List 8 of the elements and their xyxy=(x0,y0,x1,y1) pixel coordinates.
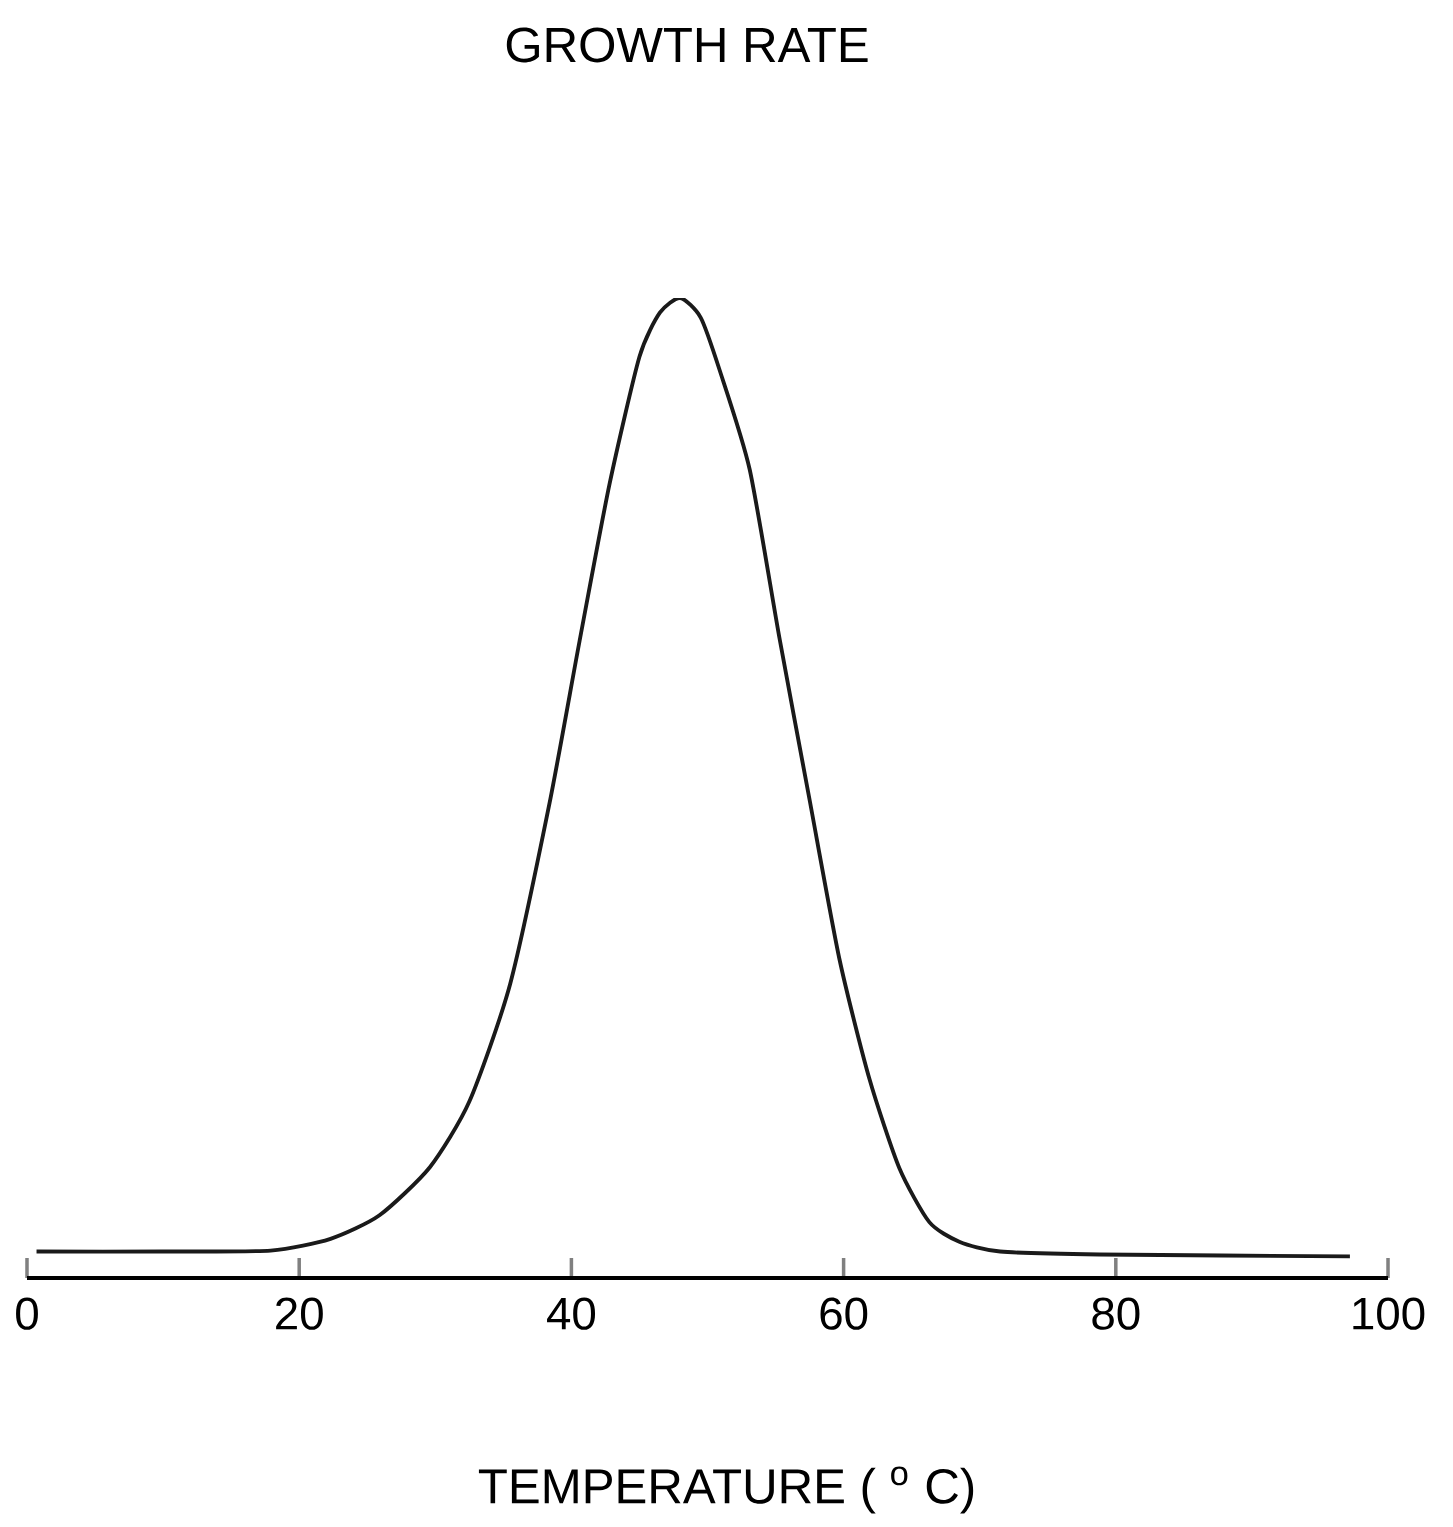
x-tick-label: 100 xyxy=(1353,1297,1425,1330)
chart-title: GROWTH RATE xyxy=(506,27,868,63)
x-axis-title: TEMPERATURE ( $^{o}$ C) xyxy=(478,1466,974,1514)
x-tick-label: 80 xyxy=(1092,1297,1140,1330)
x-tick-label: 40 xyxy=(547,1297,596,1330)
x-tick-label: 60 xyxy=(820,1297,868,1330)
x-tick-label: 20 xyxy=(276,1297,323,1330)
x-tick-label: 0 xyxy=(16,1297,38,1330)
